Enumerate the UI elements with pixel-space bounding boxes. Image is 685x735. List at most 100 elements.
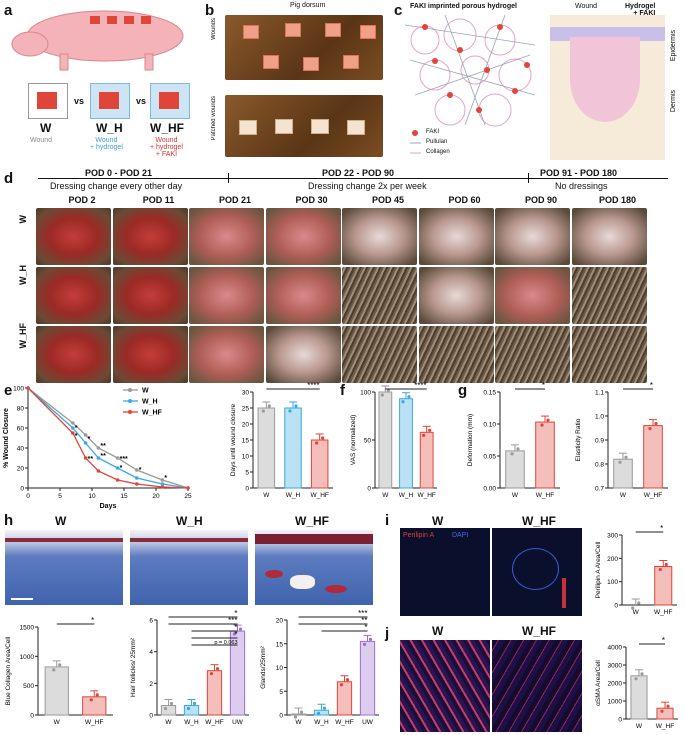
y-tick-label: 300 <box>607 533 618 540</box>
y-tick-label: 0.15 <box>483 390 496 397</box>
group-w-desc: Wound <box>30 137 53 144</box>
panel-label-i: i <box>385 512 390 529</box>
legend-faki: FAKI <box>426 129 440 135</box>
timeline-line <box>38 178 668 179</box>
row-label-wh: W_H <box>18 265 28 285</box>
data-point <box>540 423 544 427</box>
wound-photo-cell <box>36 326 111 383</box>
x-tick-label: 20 <box>152 493 160 500</box>
panel-label-f: f <box>340 382 345 399</box>
significance-marker: * <box>75 425 78 432</box>
vs-label-2: vs <box>136 96 147 106</box>
data-point <box>186 486 190 490</box>
wound-photo-cell <box>265 267 341 324</box>
y-tick-label: 0 <box>614 603 618 610</box>
data-point <box>288 409 292 413</box>
y-tick-label: 20 <box>276 618 284 625</box>
x-tick-label: W <box>165 719 172 726</box>
data-point <box>83 433 88 437</box>
bar <box>419 431 434 489</box>
data-point <box>654 422 658 426</box>
data-point <box>640 672 644 676</box>
x-tick-label: W <box>633 609 640 616</box>
y-tick-label: 80 <box>17 406 25 413</box>
significance-marker: * <box>88 436 91 443</box>
y-tick-label: 2000 <box>608 681 623 688</box>
days-until-closure-chart: 0 5 10 15 20 25 30 W W_H W_HF **** Days until wound… <box>230 381 333 499</box>
data-point <box>95 693 99 697</box>
data-point <box>546 418 550 422</box>
dermis-label: Dermis <box>670 90 677 113</box>
data-point <box>26 386 30 390</box>
perilipin-w-image: Perilipin A DAPI <box>400 528 490 616</box>
y-axis-label: VAS (normalized) <box>350 415 357 465</box>
data-point <box>71 426 75 430</box>
wound-photo-cell <box>342 326 417 383</box>
i-title-w: W <box>432 514 444 528</box>
epidermis-label: Epidermis <box>670 30 677 62</box>
data-point <box>83 456 88 460</box>
perilipin-label: Perilipin A <box>403 532 435 539</box>
bar <box>82 696 107 716</box>
timeline-tick-2 <box>528 173 529 183</box>
y-tick-label: 0 <box>279 713 283 720</box>
wound-closure-line-chart: 0 20 40 60 80 100 0 5 10 15 20 25 Days % Wound Closur… <box>3 386 192 511</box>
bar <box>535 421 555 489</box>
wound-photo-cell <box>189 267 264 324</box>
y-tick-label: 6 <box>149 618 153 625</box>
group-wh-name: W_H <box>96 121 123 135</box>
i-title-whf: W_HF <box>522 514 556 528</box>
data-point <box>261 409 265 413</box>
significance-marker: * <box>91 616 94 625</box>
y-tick-label: 0 <box>367 486 371 493</box>
y-tick-label: 0 <box>149 713 153 720</box>
y-tick-label: 20 <box>242 422 250 429</box>
group-wh-swatch <box>90 83 130 119</box>
significance-marker: * <box>234 609 237 618</box>
bar <box>399 398 413 489</box>
data-point <box>368 637 373 641</box>
data-point <box>345 678 350 682</box>
x-tick-label: W_HF <box>85 719 103 726</box>
row-label-whf: W_HF <box>18 323 28 349</box>
y-tick-label: 60 <box>17 426 25 433</box>
data-point <box>96 446 101 450</box>
wound-photo-cell <box>265 326 341 383</box>
perilipin-whf-image <box>492 528 582 616</box>
pod-header: POD 90 <box>524 195 557 205</box>
legend-label: W_H <box>142 399 158 406</box>
panel-label-d: d <box>4 170 14 187</box>
y-tick-label: 4 <box>149 649 153 656</box>
perilipin-area-chart: 0 100 200 300 W W_HF * Perilipin A Area/Cell <box>595 525 677 616</box>
wound-photo-cell <box>571 326 647 383</box>
phase2-sub: Dressing change 2x per week <box>308 181 427 191</box>
significance-marker: *** <box>120 456 128 463</box>
significance-marker: * <box>542 381 545 390</box>
data-point <box>215 667 220 671</box>
y-tick-label: 15 <box>242 438 250 445</box>
data-point <box>516 447 520 451</box>
data-point <box>322 706 327 710</box>
y-axis-label: Elasticity Ratio <box>575 418 582 461</box>
y-axis-label: Glands/25mm² <box>260 645 267 688</box>
y-tick-label: 0.10 <box>483 422 496 429</box>
x-tick-label: 15 <box>120 493 128 500</box>
x-tick-label: W_HF <box>205 719 223 726</box>
data-point <box>89 698 93 702</box>
bar <box>160 705 177 716</box>
legend-marker <box>128 388 132 392</box>
wound-photo-cell <box>495 326 570 383</box>
vs-label: vs <box>74 96 85 106</box>
data-point <box>58 663 62 667</box>
bar <box>290 713 307 716</box>
y-tick-label: 5 <box>279 689 283 696</box>
y-tick-label: 50 <box>364 438 372 445</box>
j-title-whf: W_HF <box>522 624 556 638</box>
significance-marker: * <box>75 433 78 440</box>
wound-label: Wound <box>575 3 598 10</box>
significance-marker: ** <box>361 616 367 625</box>
group-whf-swatch <box>150 83 190 119</box>
significance-marker: * <box>139 467 142 474</box>
deformation-chart: 0.00 0.05 0.10 0.15 W W_HF * Deformation (mm) <box>467 381 560 499</box>
